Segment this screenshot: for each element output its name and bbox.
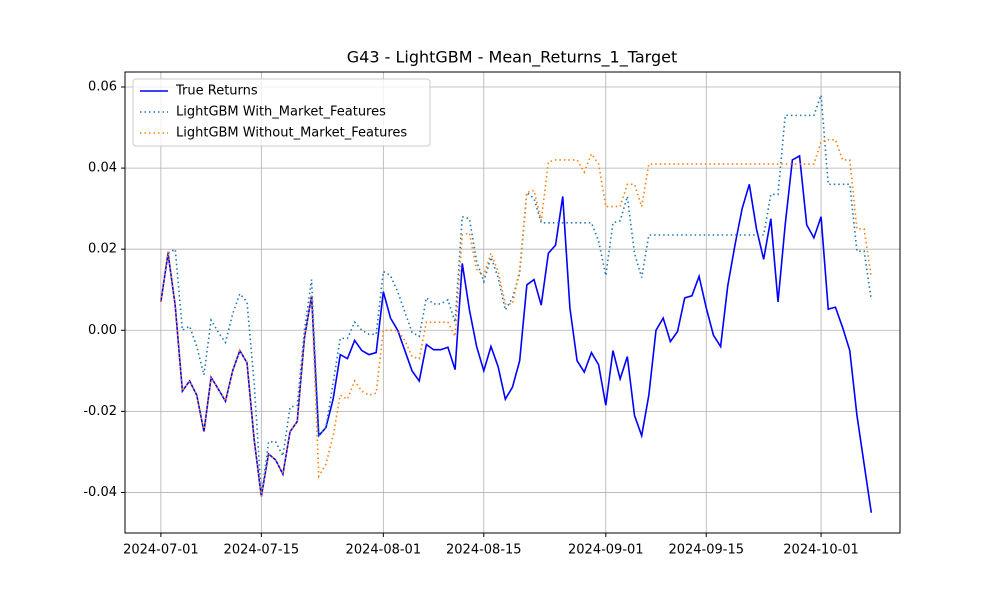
x-tick-label: 2024-10-01 xyxy=(783,543,859,558)
legend-box xyxy=(132,78,431,147)
x-tick-label: 2024-07-15 xyxy=(224,543,300,558)
x-tick-label: 2024-08-01 xyxy=(346,543,422,558)
y-tick-label: 0.02 xyxy=(88,242,117,257)
x-tick-label: 2024-09-01 xyxy=(568,543,644,558)
legend: True Returns LightGBM With_Market_Feature… xyxy=(132,78,431,147)
legend-label: LightGBM With_Market_Features xyxy=(176,105,386,120)
x-tick-label: 2024-08-15 xyxy=(446,543,522,558)
y-tick-label: -0.04 xyxy=(83,485,117,500)
y-tick-label: -0.02 xyxy=(83,404,117,419)
legend-label: LightGBM Without_Market_Features xyxy=(176,126,407,141)
y-tick-label: 0.06 xyxy=(88,80,117,95)
legend-label: True Returns xyxy=(175,84,258,99)
x-tick-label: 2024-09-15 xyxy=(668,543,744,558)
chart-title: G43 - LightGBM - Mean_Returns_1_Target xyxy=(347,48,677,68)
y-tick-label: 0.04 xyxy=(88,161,117,176)
series-line xyxy=(160,154,873,513)
x-tick-label: 2024-07-01 xyxy=(123,543,199,558)
y-tick-label: 0.00 xyxy=(88,323,117,338)
plot-frame xyxy=(124,71,901,534)
